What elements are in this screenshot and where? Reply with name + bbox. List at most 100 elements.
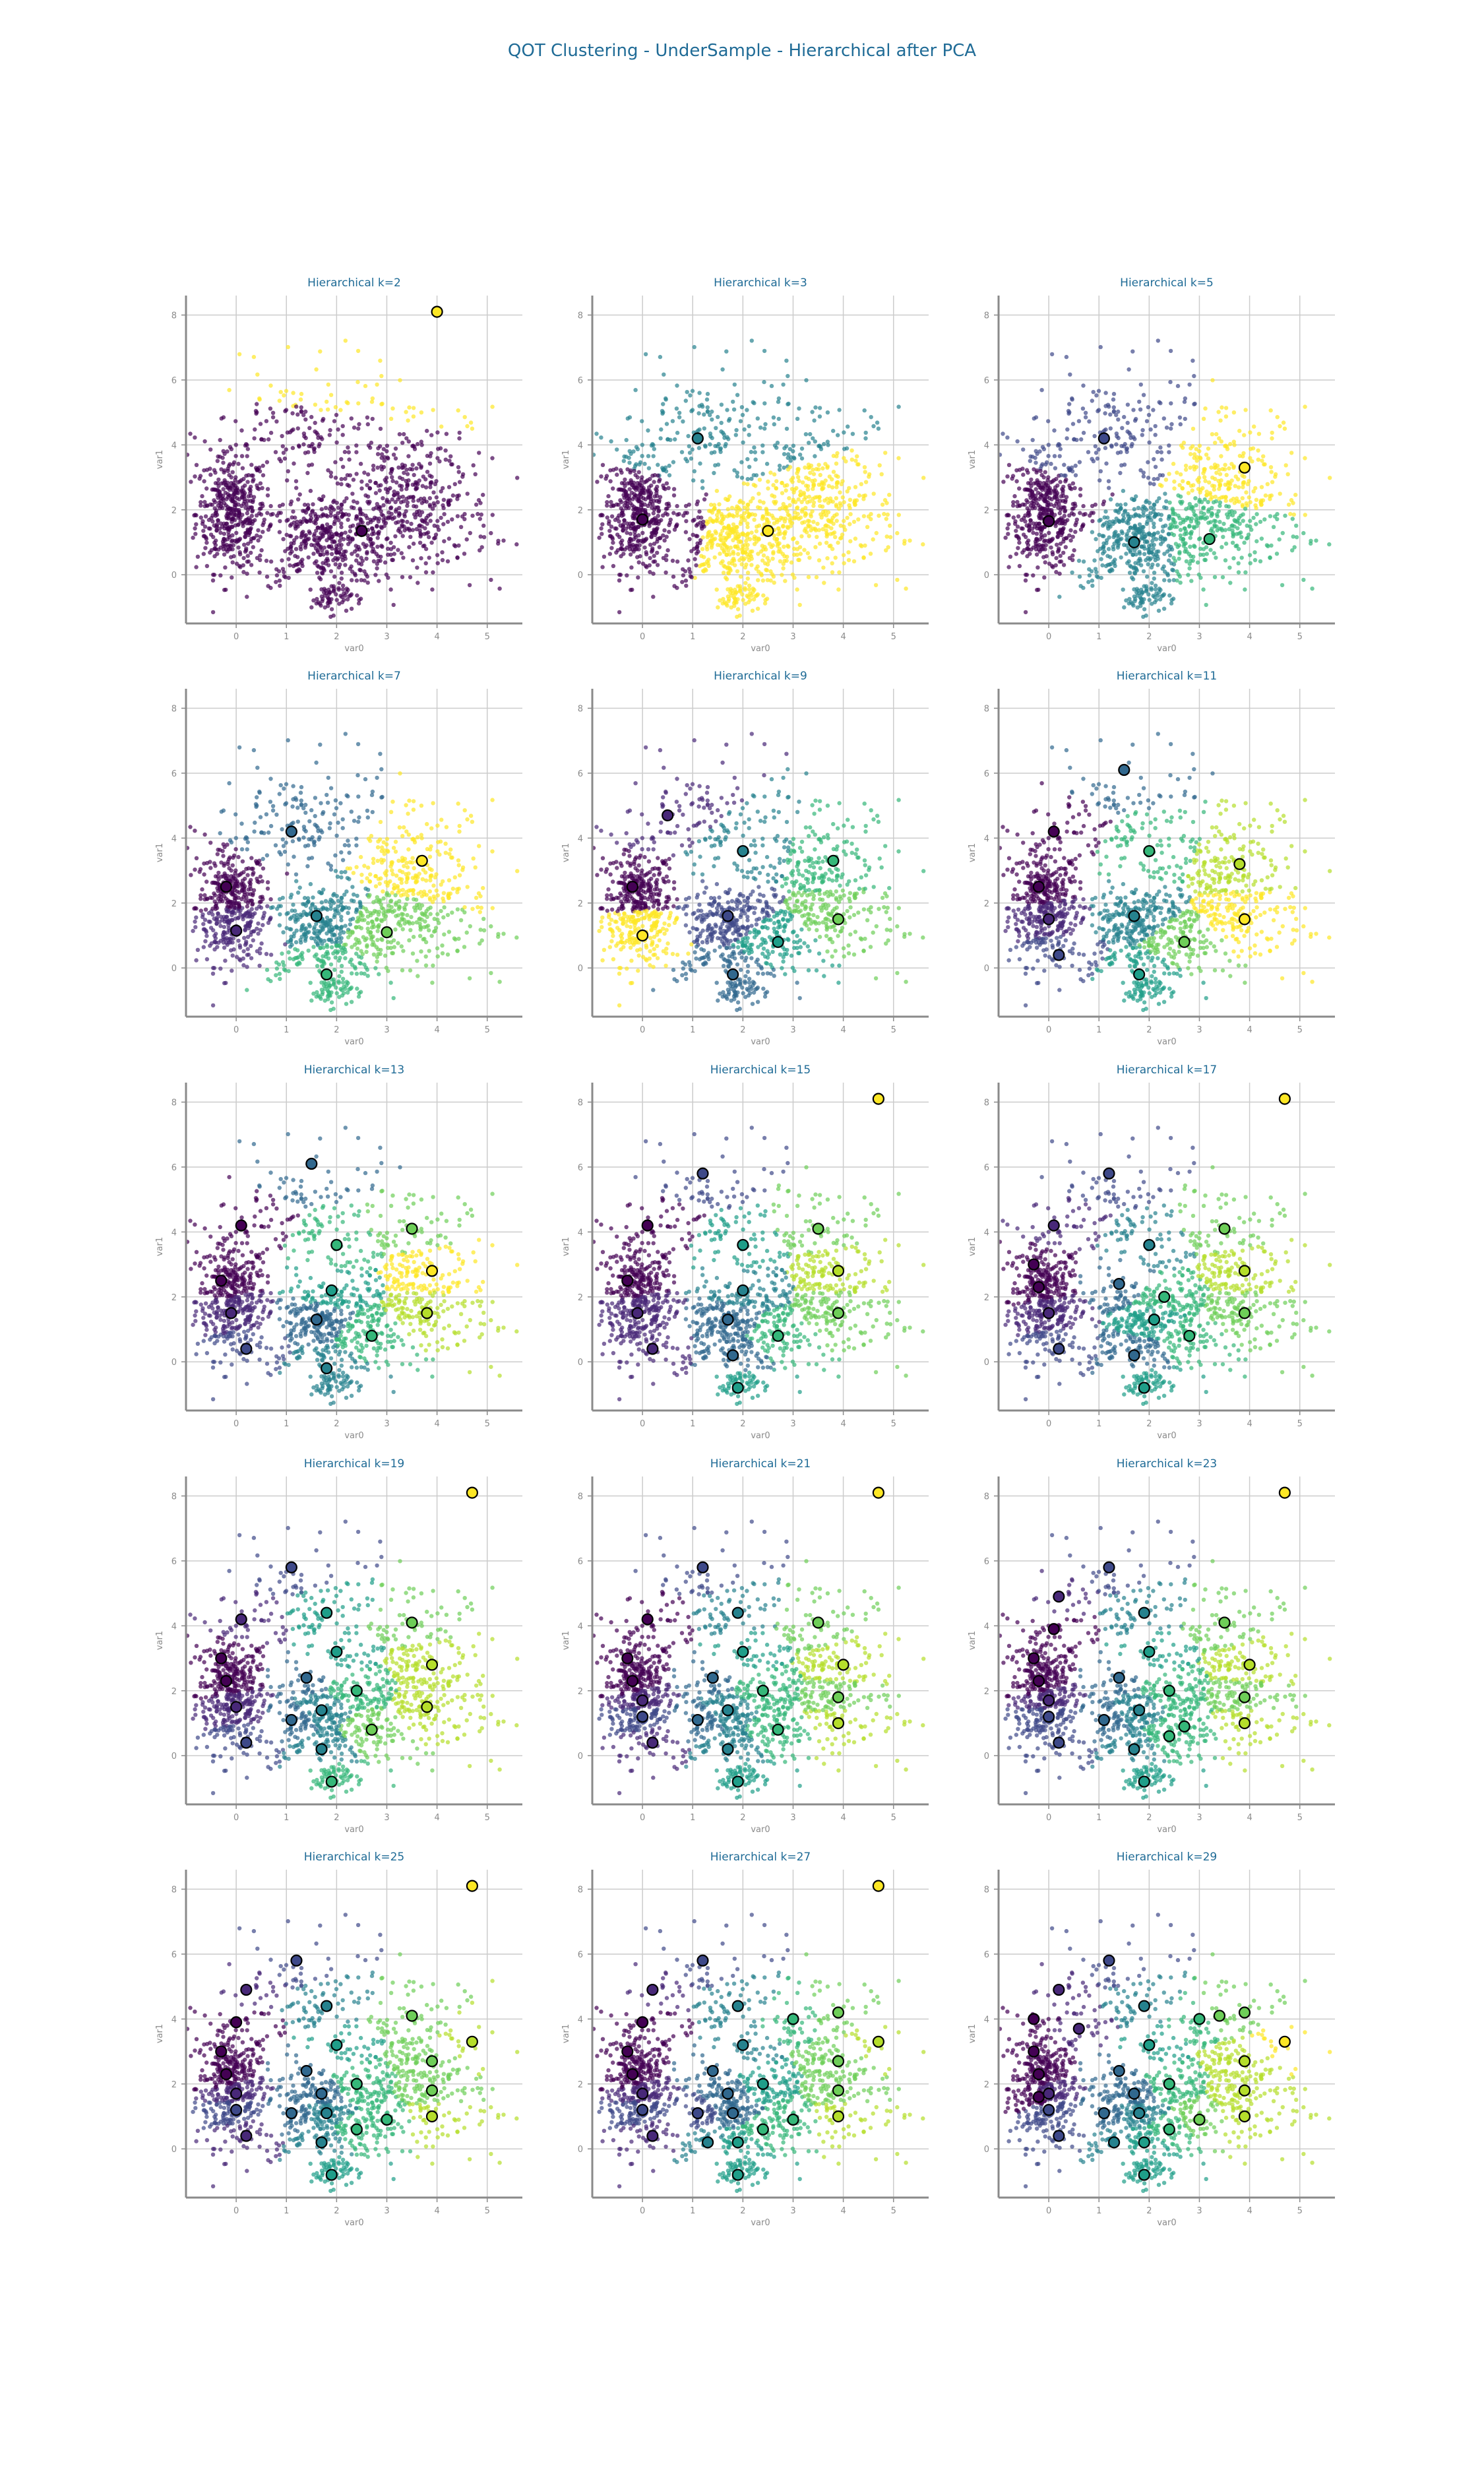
data-point: [255, 410, 259, 414]
data-point: [417, 524, 421, 528]
data-point: [671, 559, 675, 563]
data-point: [654, 527, 658, 531]
data-point: [617, 579, 621, 583]
data-point: [479, 534, 483, 538]
data-point: [1036, 491, 1040, 495]
data-point: [1146, 460, 1150, 464]
data-point: [723, 565, 727, 569]
data-point: [1047, 443, 1051, 447]
data-point: [1229, 524, 1233, 528]
data-point: [435, 519, 439, 523]
data-point: [1094, 393, 1098, 397]
data-point: [807, 441, 811, 445]
data-point: [875, 420, 879, 424]
y-tick-label: 8: [578, 311, 583, 321]
data-point: [806, 551, 810, 555]
data-point: [366, 472, 370, 476]
data-point: [757, 492, 760, 495]
data-point: [684, 579, 688, 583]
data-point: [354, 472, 358, 476]
data-point: [204, 540, 208, 544]
data-point: [326, 408, 330, 412]
data-point: [442, 539, 446, 543]
data-point: [636, 507, 640, 511]
data-point: [193, 526, 197, 530]
data-point: [1142, 607, 1146, 611]
data-point: [1159, 450, 1163, 454]
data-point: [1154, 558, 1158, 562]
data-point: [1187, 566, 1191, 570]
data-point: [706, 409, 710, 413]
data-point: [441, 486, 445, 490]
data-point: [1275, 552, 1279, 555]
data-point: [294, 526, 297, 530]
data-point: [644, 564, 648, 568]
data-point: [1107, 547, 1111, 551]
data-point: [1170, 548, 1174, 552]
data-point: [684, 519, 688, 523]
data-point: [1303, 513, 1307, 517]
data-point: [218, 831, 222, 835]
data-point: [259, 875, 263, 879]
data-point: [1283, 514, 1287, 518]
data-point: [336, 482, 340, 486]
data-point: [447, 485, 451, 489]
data-point: [1090, 398, 1094, 402]
data-point: [863, 470, 867, 474]
data-point: [425, 470, 429, 474]
data-point: [202, 439, 206, 443]
data-point: [1161, 529, 1165, 533]
data-point: [253, 911, 257, 915]
data-point: [189, 873, 193, 877]
data-point: [1047, 540, 1051, 544]
data-point: [1115, 431, 1119, 435]
data-point: [350, 492, 354, 495]
data-point: [772, 416, 776, 420]
data-point: [1268, 555, 1272, 559]
data-point: [1094, 444, 1098, 448]
data-point: [808, 432, 812, 436]
data-point: [302, 431, 306, 435]
data-point: [1157, 609, 1161, 613]
data-point: [334, 405, 338, 409]
data-point: [651, 571, 655, 575]
data-point: [1107, 486, 1111, 490]
data-point: [204, 879, 208, 883]
data-point: [640, 419, 644, 423]
data-point: [1287, 503, 1291, 507]
data-point: [345, 587, 349, 590]
data-point: [393, 534, 397, 538]
data-point: [1020, 526, 1024, 530]
subplot-k3: 0 1 2 3 4 502468Hierarchical k=3var0var1: [561, 276, 929, 654]
data-point: [1220, 405, 1223, 409]
data-point: [1157, 496, 1161, 500]
data-point: [193, 435, 197, 439]
data-point: [278, 584, 282, 588]
data-point: [886, 545, 890, 549]
data-point: [230, 575, 233, 579]
data-point: [663, 487, 667, 491]
data-point: [278, 398, 282, 402]
data-point: [607, 519, 611, 523]
data-point: [354, 443, 358, 447]
data-point: [1058, 454, 1062, 458]
data-point: [319, 577, 323, 581]
data-point: [309, 588, 313, 592]
data-point: [1273, 474, 1277, 478]
data-point: [706, 392, 710, 396]
data-point: [1179, 495, 1183, 499]
data-point: [1142, 546, 1146, 550]
data-point: [371, 547, 375, 551]
data-point: [214, 874, 218, 878]
data-point: [1142, 532, 1146, 536]
data-point: [321, 513, 325, 517]
data-point: [770, 384, 774, 388]
data-point: [632, 469, 636, 473]
data-point: [253, 518, 257, 522]
data-point: [315, 601, 319, 605]
data-point: [852, 559, 856, 563]
data-point: [720, 559, 724, 563]
data-point: [796, 558, 800, 562]
data-point: [1289, 451, 1293, 455]
data-point: [1130, 442, 1134, 446]
